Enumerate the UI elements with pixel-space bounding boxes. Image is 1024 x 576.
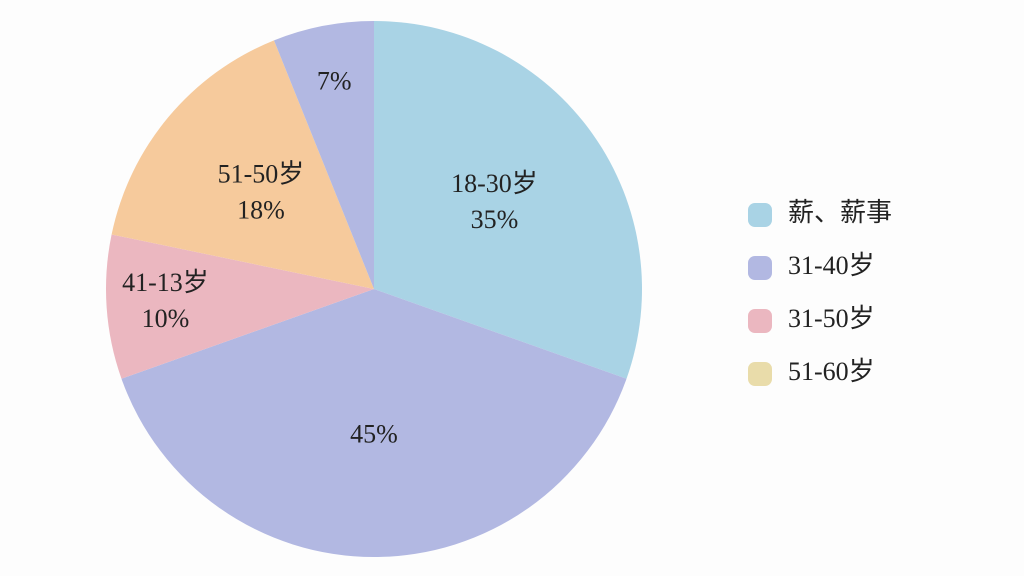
pie-slice — [121, 289, 627, 557]
legend-swatch — [748, 203, 772, 227]
legend-swatch — [748, 309, 772, 333]
slice-category-label: 18-30岁 — [451, 169, 538, 198]
slice-category-label: 51-50岁 — [218, 159, 305, 188]
slice-category-label: 41-13岁 — [122, 268, 209, 297]
slice-value-label: 35% — [471, 205, 519, 234]
pie-slice — [374, 21, 643, 379]
legend-label: 薪、薪事 — [788, 198, 892, 227]
slice-value-label: 10% — [142, 304, 190, 333]
pie-slice — [105, 234, 374, 379]
legend-label: 31-40岁 — [788, 251, 875, 280]
legend-swatch — [748, 362, 772, 386]
slice-value-label: 7% — [317, 67, 352, 96]
pie-slice — [273, 21, 374, 289]
slice-value-label: 18% — [237, 195, 285, 224]
legend-label: 51-60岁 — [788, 357, 875, 386]
slice-value-label: 45% — [350, 419, 398, 448]
pie-slice — [111, 40, 374, 290]
legend-label: 31-50岁 — [788, 304, 875, 333]
legend-swatch — [748, 256, 772, 280]
